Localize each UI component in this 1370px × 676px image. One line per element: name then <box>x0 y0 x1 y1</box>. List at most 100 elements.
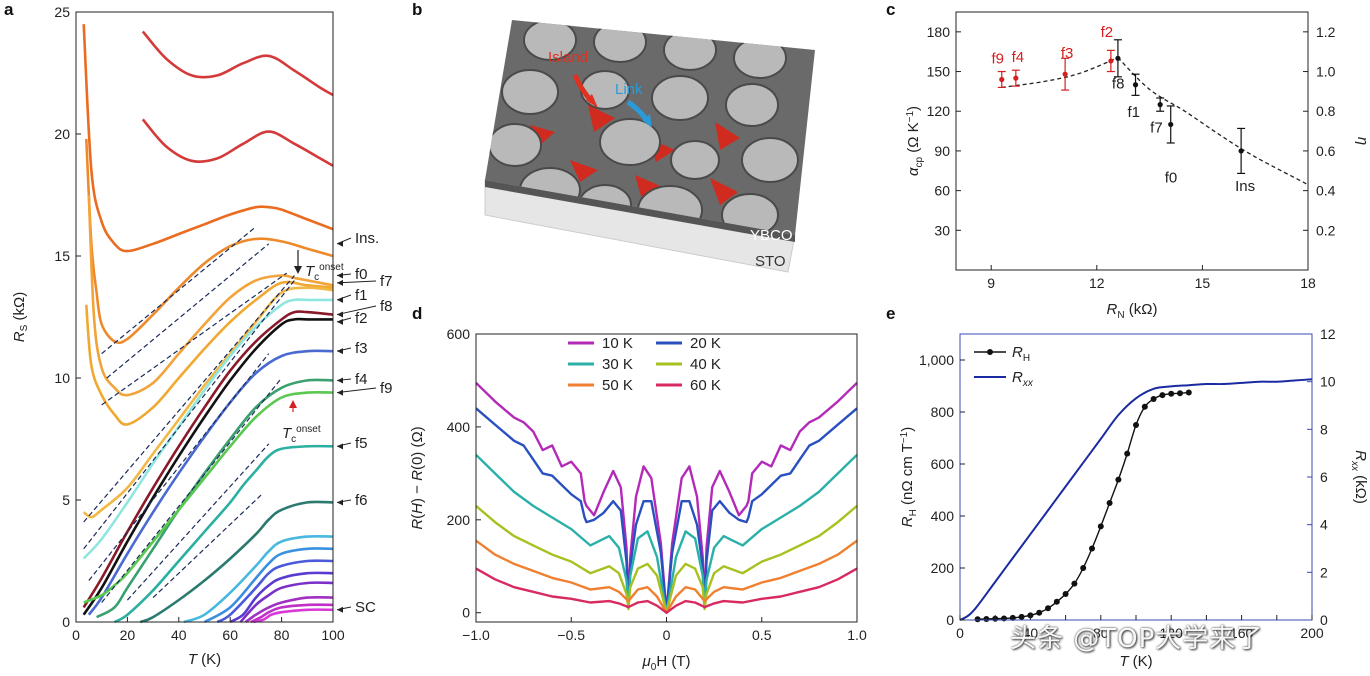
rh-point <box>974 616 981 623</box>
curve-label: f2 <box>355 310 368 327</box>
y-tick-label: 10 <box>1320 374 1336 390</box>
series-line <box>229 571 334 624</box>
point-label: f9 <box>992 50 1005 67</box>
film-front <box>485 180 795 242</box>
curve-label: f4 <box>355 371 368 388</box>
data-point <box>1238 148 1244 154</box>
rh-point <box>1018 613 1025 620</box>
y-tick-label: 60 <box>934 183 950 199</box>
y-tick-label: 2 <box>1320 564 1328 580</box>
y-tick-label: 8 <box>1320 421 1328 437</box>
linear-fit-line <box>106 243 270 379</box>
x-tick-label: 1.0 <box>847 627 867 643</box>
x-axis-label: μ0H (T) <box>642 653 691 673</box>
panel-d-chart: −1.0 −0.5 0 0.5 1.0 0 200 400 600 10 K 20 K 30 K 40 … <box>409 326 867 673</box>
annotation-arrowhead <box>337 377 343 384</box>
series-group <box>82 24 334 624</box>
legend-label: 20 K <box>690 335 721 352</box>
y-axis-label: RS (kΩ) <box>11 292 30 342</box>
series-line <box>141 118 334 167</box>
x-tick-label: 9 <box>987 275 995 291</box>
data-point <box>1168 121 1174 128</box>
y-tick-label: 1,000 <box>919 352 954 368</box>
rh-point <box>1053 598 1060 605</box>
point-label: f4 <box>1012 49 1025 66</box>
series-line <box>95 378 334 619</box>
linear-fit-line <box>152 494 262 599</box>
series-line <box>113 444 334 624</box>
annotation-arrowhead <box>337 443 343 450</box>
film-label: YBCO <box>750 227 793 244</box>
panel-a-chart: 0 20 40 60 80 100 0 5 10 15 20 25 T (K) RS (kΩ) Ins. f0… <box>11 4 393 668</box>
rh-point <box>983 615 990 622</box>
annotation-arrowhead <box>337 240 343 247</box>
rh-point <box>1062 591 1069 597</box>
rh-point <box>1185 389 1192 396</box>
island-label: Island <box>548 49 588 66</box>
y-tick-label: 150 <box>927 64 951 80</box>
x-tick-label: 200 <box>1300 625 1324 641</box>
linear-fit-line <box>126 443 270 601</box>
y-tick-label: 30 <box>934 222 950 238</box>
x-tick-label: 60 <box>222 627 238 643</box>
data-point <box>1062 71 1068 77</box>
rh-point <box>1071 580 1078 587</box>
data-point <box>999 76 1005 83</box>
plot-frame <box>955 11 1309 271</box>
x-tick-label: 100 <box>321 627 345 643</box>
rh-point <box>1133 422 1139 428</box>
linear-fit-line <box>101 272 288 406</box>
legend-label: 10 K <box>602 335 633 352</box>
legend-label: 50 K <box>602 377 633 394</box>
legend-label: 60 K <box>690 377 721 394</box>
series-line <box>253 608 334 624</box>
legend-label: 30 K <box>602 356 633 373</box>
rh-line <box>977 391 1189 620</box>
series-line <box>82 298 333 560</box>
series-line <box>475 567 858 614</box>
annotation-arrowhead <box>337 606 343 613</box>
y-tick-label: 0 <box>946 612 954 628</box>
x-tick-label: 40 <box>1023 625 1039 641</box>
y-tick-label: 200 <box>447 512 471 528</box>
annotation-arrow <box>336 305 377 316</box>
onset-arrowhead <box>289 400 297 408</box>
panel-label-b: b <box>412 0 423 19</box>
series-line <box>85 138 334 345</box>
y-tick-label: 400 <box>931 508 955 524</box>
x-tick-label: 18 <box>1300 275 1316 291</box>
rh-point <box>1080 565 1087 571</box>
x-tick-label: 12 <box>1089 275 1105 291</box>
panel-e-chart: 0 40 80 120 160 20002004006008001,00002468101… <box>899 326 1369 670</box>
curve-label: f5 <box>355 435 368 452</box>
x-tick-label: 40 <box>171 627 187 643</box>
panel-label-d: d <box>412 304 423 323</box>
y-tick-label: 15 <box>54 248 70 264</box>
annotation-arrowhead <box>337 311 343 318</box>
series-line <box>239 581 334 623</box>
series-line <box>216 559 334 624</box>
y-tick-label: 0 <box>462 605 470 621</box>
curve-label: f7 <box>380 273 393 290</box>
annotation-arrowhead <box>337 318 343 325</box>
y-tick-label: 90 <box>934 143 950 159</box>
eta-fit-line <box>1001 57 1119 89</box>
y-tick-label: 0 <box>62 614 70 630</box>
onset-arrowhead <box>294 266 302 274</box>
series-line <box>475 504 858 614</box>
series-line <box>250 603 334 624</box>
x-tick-label: −0.5 <box>557 627 585 643</box>
panel-label-a: a <box>4 0 14 19</box>
rh-point <box>1036 609 1043 616</box>
annotation-arrowhead <box>337 499 343 506</box>
data-point <box>1115 55 1121 61</box>
legend-label: 40 K <box>690 356 721 373</box>
x-tick-label: 0 <box>956 625 964 641</box>
curve-label: f9 <box>380 380 393 397</box>
x-axis-label: RN (kΩ) <box>1107 301 1158 321</box>
annotation-arrowhead <box>337 389 343 396</box>
y-tick-label: 0.8 <box>1316 103 1336 119</box>
curve-label: Ins. <box>355 230 379 247</box>
x-tick-label: 15 <box>1195 275 1211 291</box>
